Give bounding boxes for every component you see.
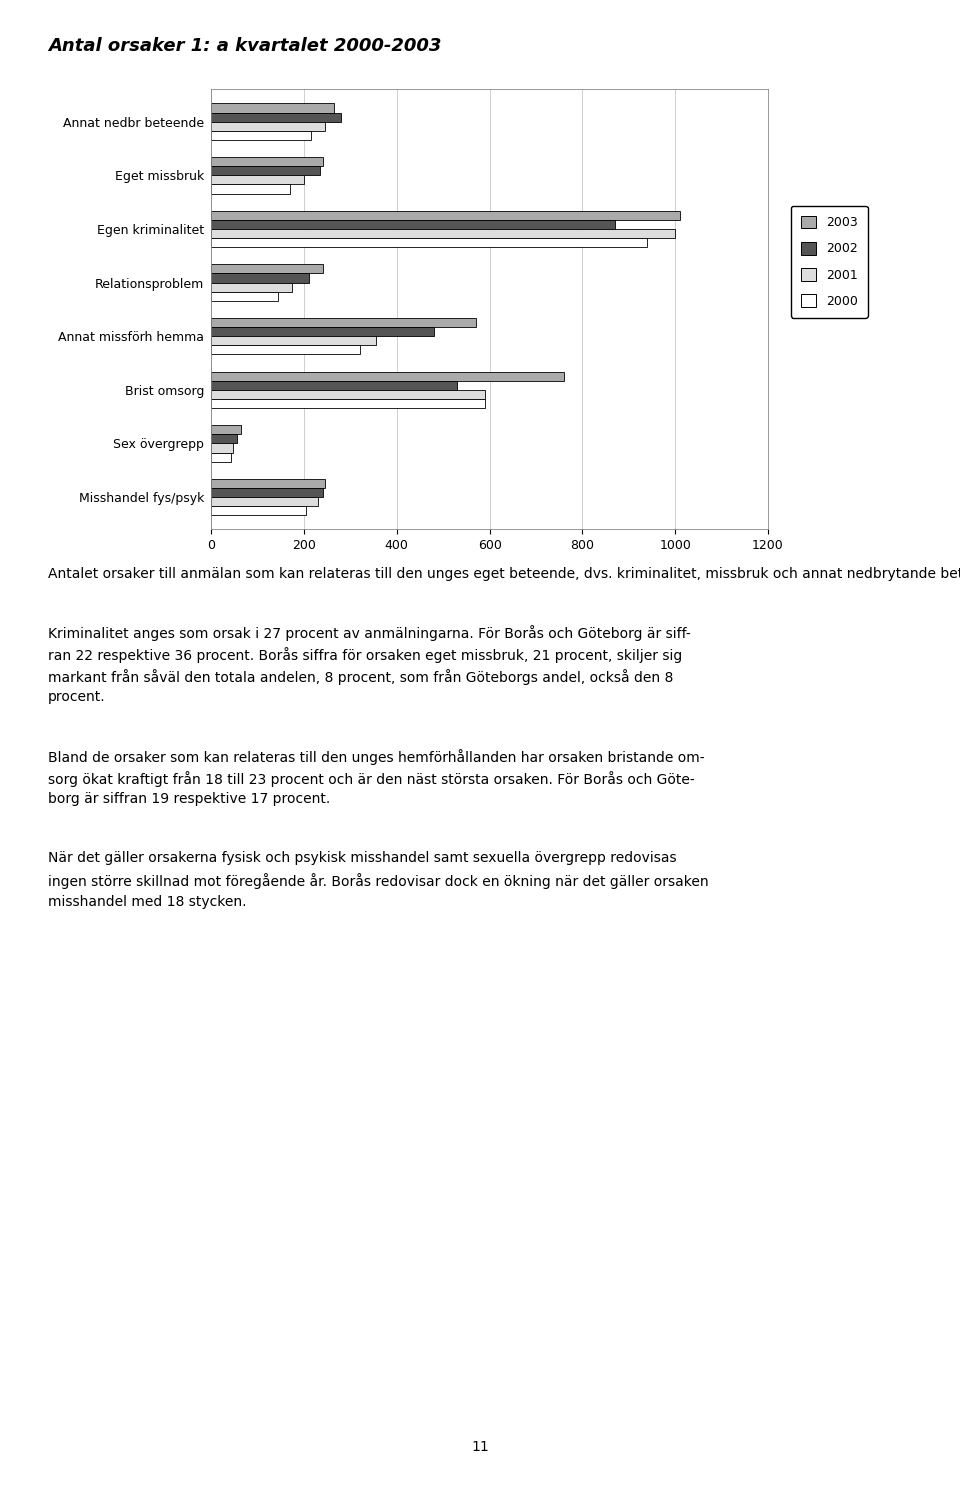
Legend: 2003, 2002, 2001, 2000: 2003, 2002, 2001, 2000 [791, 206, 868, 318]
Bar [211, 264, 323, 273]
Bar [211, 346, 360, 355]
Text: Kriminalitet anges som orsak i 27 procent av anmälningarna. För Borås och Götebo: Kriminalitet anges som orsak i 27 procen… [48, 626, 691, 641]
Bar [211, 335, 376, 346]
Text: När det gäller orsakerna fysisk och psykisk misshandel samt sexuella övergrepp r: När det gäller orsakerna fysisk och psyk… [48, 851, 677, 865]
Bar [211, 453, 230, 462]
Text: misshandel med 18 stycken.: misshandel med 18 stycken. [48, 895, 247, 908]
Text: procent.: procent. [48, 690, 106, 704]
Bar [211, 166, 321, 176]
Text: markant från såväl den totala andelen, 8 procent, som från Göteborgs andel, ocks: markant från såväl den totala andelen, 8… [48, 668, 673, 684]
Bar [211, 112, 341, 122]
Text: borg är siffran 19 respektive 17 procent.: borg är siffran 19 respektive 17 procent… [48, 792, 330, 807]
Bar [211, 283, 293, 292]
Bar [211, 273, 309, 283]
Bar [211, 176, 304, 185]
Bar [211, 400, 485, 409]
Text: ran 22 respektive 36 procent. Borås siffra för orsaken eget missbruk, 21 procent: ran 22 respektive 36 procent. Borås siff… [48, 647, 683, 663]
Bar [211, 219, 614, 230]
Bar [211, 327, 434, 335]
Text: Antal orsaker 1: a kvartalet 2000-2003: Antal orsaker 1: a kvartalet 2000-2003 [48, 37, 442, 55]
Bar [211, 230, 675, 239]
Bar [211, 157, 323, 166]
Bar [211, 185, 290, 194]
Bar [211, 507, 306, 516]
Bar [211, 425, 241, 434]
Bar [211, 497, 318, 507]
Text: Bland de orsaker som kan relateras till den unges hemförhållanden har orsaken br: Bland de orsaker som kan relateras till … [48, 748, 705, 765]
Bar [211, 210, 680, 219]
Bar [211, 479, 324, 488]
Text: Antalet orsaker till anmälan som kan relateras till den unges eget beteende, dvs: Antalet orsaker till anmälan som kan rel… [48, 567, 960, 580]
Bar [211, 122, 324, 131]
Text: sorg ökat kraftigt från 18 till 23 procent och är den näst största orsaken. För : sorg ökat kraftigt från 18 till 23 proce… [48, 771, 695, 787]
Bar [211, 443, 233, 453]
Bar [211, 434, 237, 443]
Bar [211, 371, 564, 380]
Bar [211, 239, 647, 248]
Bar [211, 292, 278, 301]
Bar [211, 389, 485, 400]
Bar [211, 380, 457, 389]
Bar [211, 103, 334, 112]
Bar [211, 488, 323, 497]
Bar [211, 318, 475, 327]
Bar [211, 131, 311, 140]
Text: 11: 11 [471, 1440, 489, 1454]
Text: ingen större skillnad mot föregående år. Borås redovisar dock en ökning när det : ingen större skillnad mot föregående år.… [48, 872, 708, 889]
